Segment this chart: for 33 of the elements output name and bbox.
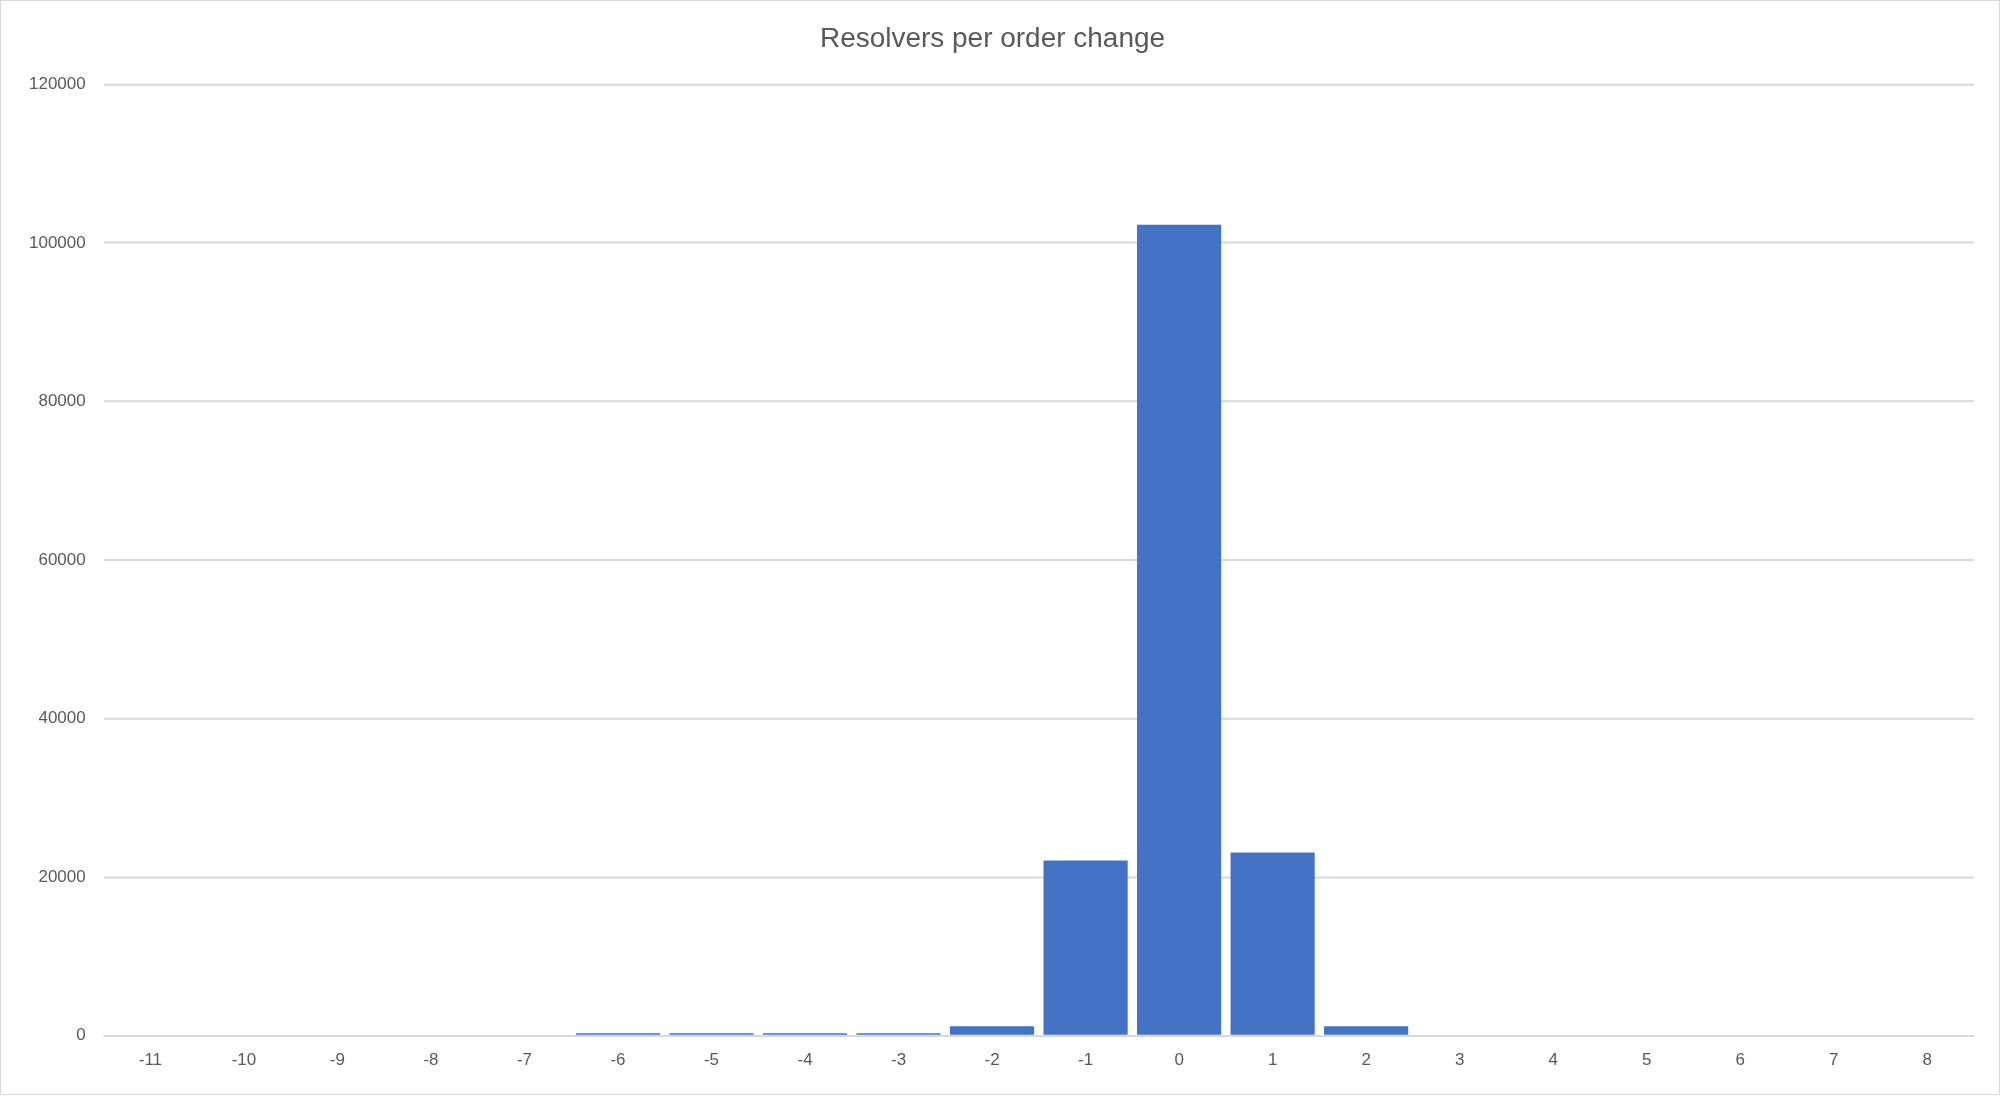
- x-tick-label: -11: [138, 1049, 163, 1069]
- x-tick-label: -7: [516, 1049, 533, 1069]
- x-tick-label: 7: [1829, 1049, 1839, 1069]
- bar: [1324, 1026, 1409, 1035]
- bar: [949, 1026, 1035, 1035]
- x-tick-label: 8: [1922, 1049, 1932, 1069]
- y-tick-label: 80000: [38, 391, 86, 411]
- x-tick-label: -4: [797, 1049, 813, 1069]
- x-tick-label: -1: [1078, 1049, 1094, 1069]
- x-tick-label: 2: [1361, 1049, 1371, 1069]
- x-tick-label: -10: [231, 1049, 257, 1069]
- x-tick-label: 5: [1641, 1049, 1652, 1069]
- y-tick-label: 20000: [38, 866, 86, 886]
- x-tick-label: -6: [610, 1049, 626, 1069]
- x-tick-label: 4: [1548, 1049, 1558, 1069]
- y-tick-label: 100000: [28, 232, 86, 252]
- x-tick-label: -3: [890, 1049, 907, 1069]
- x-tick-label: 6: [1735, 1049, 1745, 1069]
- x-tick-label: 0: [1174, 1049, 1184, 1069]
- x-tick-label: 3: [1454, 1049, 1465, 1069]
- y-tick-label: 120000: [28, 74, 86, 94]
- bar: [1137, 224, 1222, 1035]
- y-tick-label: 60000: [38, 549, 86, 569]
- bar: [1230, 852, 1315, 1035]
- chart-title: Resolvers per order change: [819, 22, 1166, 54]
- x-tick-label: -2: [984, 1049, 1000, 1069]
- x-tick-label: -5: [703, 1049, 720, 1069]
- x-tick-label: -8: [423, 1049, 439, 1069]
- y-tick-label: 0: [76, 1025, 86, 1045]
- x-tick-label: -9: [329, 1049, 345, 1069]
- bar: [1043, 860, 1128, 1035]
- y-tick-label: 40000: [38, 708, 86, 728]
- x-tick-label: 1: [1267, 1049, 1278, 1069]
